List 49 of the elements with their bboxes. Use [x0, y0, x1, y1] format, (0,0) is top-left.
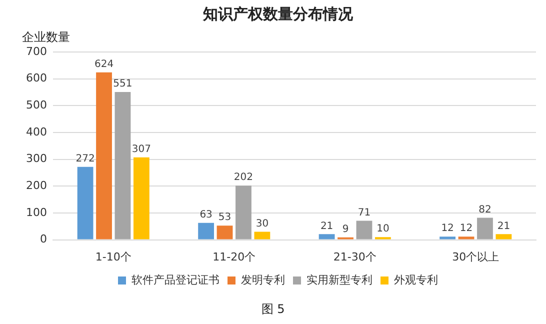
y-tick-label: 500 [26, 98, 47, 112]
x-tick-label: 1-10个 [95, 250, 132, 264]
data-label: 21 [497, 220, 510, 232]
data-label: 71 [358, 207, 371, 218]
data-label: 21 [320, 220, 334, 232]
bar [477, 218, 493, 240]
legend-label: 软件产品登记证书 [132, 273, 220, 286]
data-label: 12 [441, 223, 454, 234]
x-tick-label: 11-20个 [212, 250, 256, 264]
bar [216, 226, 233, 240]
legend-label: 实用新型专利 [306, 273, 372, 286]
legend-label: 发明专利 [241, 273, 285, 286]
y-axis-title: 企业数量 [22, 30, 70, 44]
caption: 图 5 [261, 302, 285, 316]
y-tick-label: 700 [26, 44, 47, 58]
data-label: 82 [478, 204, 492, 216]
bar [458, 236, 474, 240]
y-tick-label: 200 [26, 179, 47, 192]
data-label: 272 [76, 153, 95, 164]
data-label: 10 [376, 224, 390, 235]
bar [318, 234, 335, 240]
bar [96, 72, 112, 240]
data-label: 9 [342, 224, 349, 235]
bar [77, 166, 94, 240]
data-label: 53 [218, 212, 232, 224]
y-tick-label: 400 [26, 125, 47, 138]
data-label: 202 [234, 172, 254, 184]
y-tick-label: 100 [26, 206, 47, 219]
bar [356, 220, 372, 240]
bar [236, 186, 252, 240]
data-label: 551 [113, 78, 132, 90]
y-tick-label: 0 [40, 232, 47, 246]
legend-label: 外观专利 [394, 273, 438, 286]
bar [496, 234, 512, 240]
chart-title: 知识产权数量分布情况 [202, 4, 354, 23]
data-label: 307 [132, 144, 151, 156]
data-label: 30 [256, 218, 269, 230]
y-tick-label: 600 [26, 72, 47, 85]
bar [198, 222, 214, 240]
x-tick-label: 21-30个 [333, 250, 376, 264]
data-label: 63 [200, 209, 212, 220]
data-label: 624 [94, 58, 114, 70]
bar [440, 236, 456, 240]
bar [114, 92, 131, 240]
data-label: 12 [460, 223, 473, 234]
y-tick-label: 300 [26, 152, 47, 166]
bar [133, 157, 150, 240]
bar [254, 232, 270, 240]
x-tick-label: 30个以上 [452, 250, 500, 264]
